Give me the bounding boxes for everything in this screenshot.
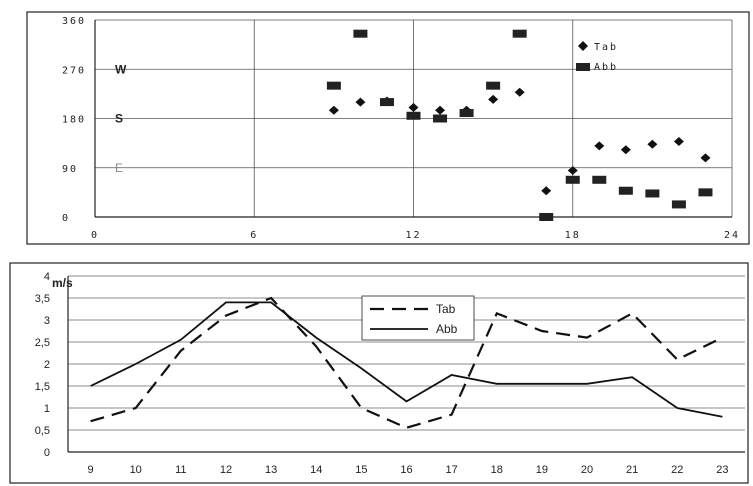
bottom-y-tick-label: 2,5 [35,337,50,349]
point-tab [541,186,552,196]
bottom-x-tick-label: 14 [310,464,322,476]
legend-label-abb: Abb [436,322,458,336]
point-abb [698,188,713,197]
top-chart-frame [26,11,750,245]
point-tab [355,97,366,107]
direction-labels: W S E [115,62,127,175]
legend-label-abb: Abb [594,62,618,73]
direction-label: E [115,161,123,175]
point-abb [618,186,633,195]
bottom-x-tick-label: 9 [88,464,94,476]
point-tab [514,87,525,97]
top-x-tick-label: 6 [250,230,258,241]
direction-label: W [115,62,127,76]
bottom-x-tick-label: 22 [671,464,683,476]
point-tab [567,165,578,175]
bottom-y-tick-label: 2 [44,359,50,371]
bottom-chart-series [90,296,723,429]
bottom-x-tick-label: 19 [536,464,548,476]
bottom-x-tick-label: 13 [265,464,277,476]
bottom-x-tick-label: 16 [400,464,412,476]
bottom-x-tick-label: 12 [220,464,232,476]
bottom-y-tick-label: 0 [44,447,50,459]
point-tab [647,139,658,149]
legend-label-tab: Tab [436,302,456,316]
point-abb [379,98,394,107]
bottom-chart-tick-labels: 0 0,5 1 1,5 2 2,5 3 3,5 4 9 10 11 12 13 14 15 16 17 18 19 20… [35,271,729,476]
bottom-x-tick-label: 18 [491,464,503,476]
top-y-tick-label: 270 [62,65,86,76]
bottom-x-tick-label: 10 [130,464,142,476]
top-x-tick-label: 12 [405,230,421,241]
top-x-tick-label: 18 [565,230,581,241]
bottom-x-tick-label: 15 [355,464,367,476]
point-abb [406,111,421,120]
point-abb [592,175,607,184]
wind-direction-chart: 0 90 180 270 360 0 6 12 18 24 W S E Tab Abb [26,11,750,245]
point-abb [326,81,341,90]
bottom-chart-unit-label: m/s [52,276,73,290]
top-chart-axes [94,20,732,218]
point-tab [435,105,446,115]
bottom-y-tick-label: 1 [44,403,50,415]
top-x-tick-label: 24 [724,230,740,241]
top-y-tick-label: 180 [62,115,86,126]
point-abb [512,29,527,38]
bottom-x-tick-label: 17 [446,464,458,476]
series-line-abb [90,301,723,418]
legend-label-tab: Tab [594,42,618,53]
bottom-x-tick-label: 21 [626,464,638,476]
bottom-x-tick-label: 20 [581,464,593,476]
bottom-y-tick-label: 3 [44,315,50,327]
point-tab [700,153,711,163]
point-tab [488,94,499,104]
wind-speed-chart: 0 0,5 1 1,5 2 2,5 3 3,5 4 9 10 11 12 13 14 15 16 17 18 19 20… [9,262,749,484]
point-abb [645,189,660,198]
legend-marker-tab [578,41,588,51]
legend-marker-abb [576,63,590,71]
point-abb [486,81,501,90]
bottom-x-tick-label: 23 [716,464,728,476]
bottom-legend-box [361,295,475,341]
top-chart-tick-labels: 0 90 180 270 360 0 6 12 18 24 [62,16,740,241]
top-y-tick-label: 360 [62,16,86,27]
point-abb [539,213,554,221]
point-tab [408,103,419,113]
bottom-y-tick-label: 1,5 [35,381,50,393]
bottom-x-tick-label: 11 [175,464,186,476]
point-abb [671,200,686,209]
top-y-tick-label: 0 [62,213,70,224]
series-line-tab [90,296,723,429]
point-abb [353,29,368,38]
top-chart-legend: Tab Abb [576,41,618,73]
bottom-chart-legend: Tab Abb [361,295,475,341]
bottom-y-tick-label: 0,5 [35,425,50,437]
top-chart-markers [326,29,713,221]
point-tab [620,145,631,155]
point-abb [433,114,448,123]
direction-label: S [115,112,123,126]
point-tab [328,105,339,115]
top-y-tick-label: 90 [62,164,78,175]
bottom-y-tick-label: 3,5 [35,293,50,305]
top-x-tick-label: 0 [91,230,99,241]
bottom-y-tick-label: 4 [44,271,50,283]
point-tab [673,136,684,146]
point-abb [565,175,580,184]
point-tab [594,141,605,151]
point-abb [459,109,474,118]
